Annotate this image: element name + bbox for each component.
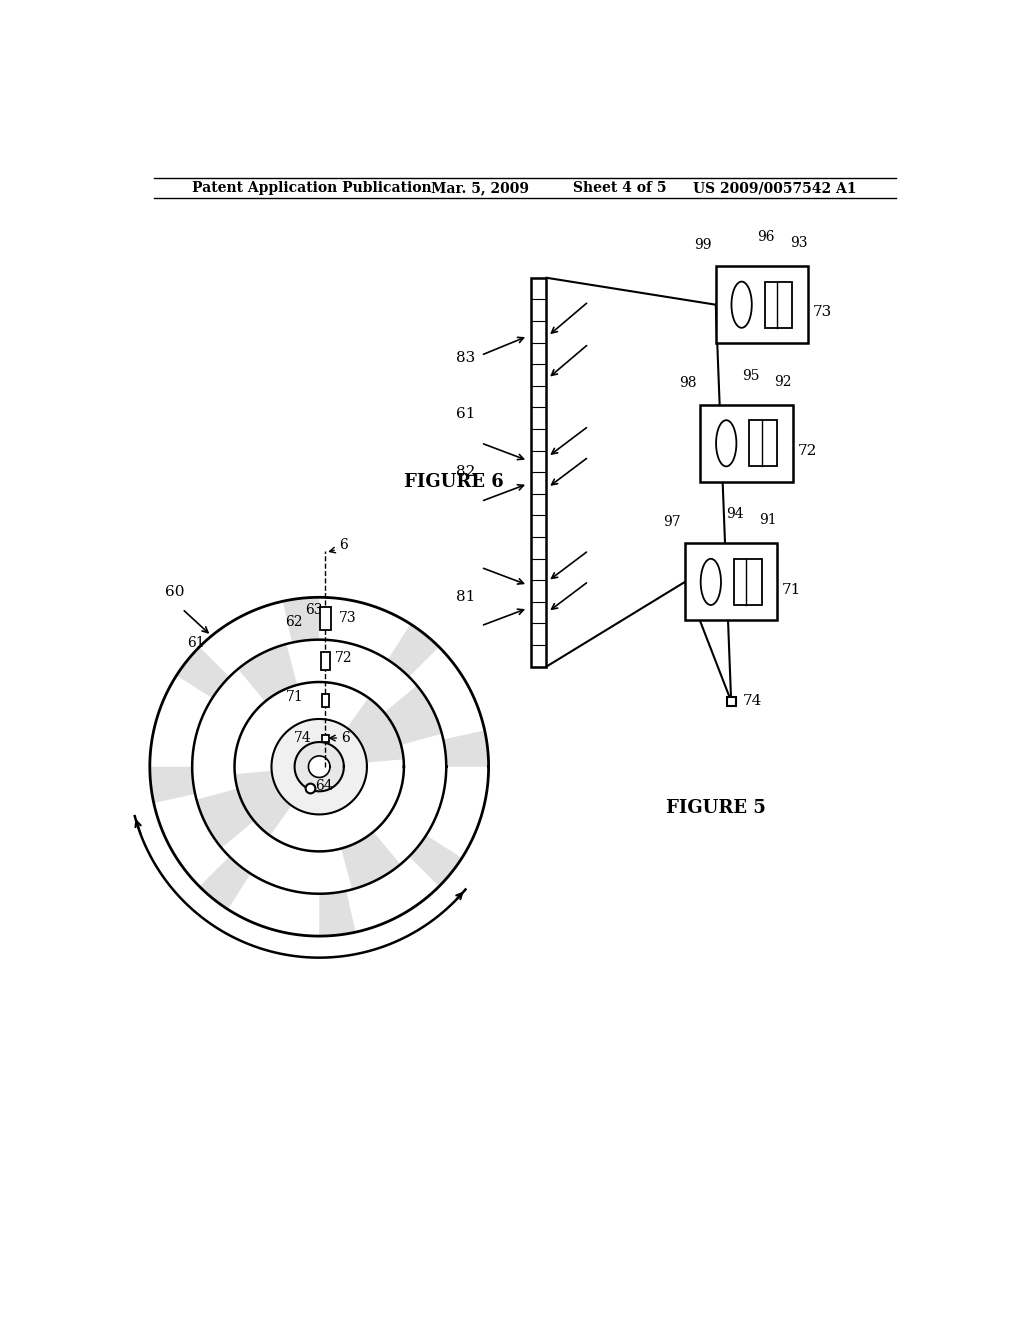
Wedge shape	[409, 836, 462, 887]
Wedge shape	[342, 599, 384, 649]
Text: 71: 71	[286, 690, 304, 705]
Bar	[531, 544, 546, 558]
Text: 73: 73	[813, 305, 833, 319]
Bar	[319, 607, 331, 630]
Bar	[700, 405, 793, 482]
Bar	[322, 735, 329, 742]
Wedge shape	[197, 788, 254, 847]
Ellipse shape	[731, 281, 752, 327]
Wedge shape	[234, 771, 292, 836]
Text: 91: 91	[759, 513, 776, 527]
Circle shape	[295, 742, 344, 792]
Wedge shape	[150, 767, 196, 803]
Wedge shape	[436, 789, 486, 832]
Text: 6: 6	[339, 537, 348, 552]
Wedge shape	[392, 775, 445, 830]
Wedge shape	[341, 832, 400, 890]
Wedge shape	[319, 891, 355, 936]
Wedge shape	[163, 816, 215, 863]
Text: 94: 94	[727, 507, 744, 521]
Wedge shape	[388, 624, 439, 677]
Ellipse shape	[716, 420, 736, 466]
Wedge shape	[443, 730, 488, 767]
Text: 74: 74	[294, 731, 311, 744]
Text: 61: 61	[456, 407, 475, 421]
Wedge shape	[424, 669, 476, 718]
Circle shape	[271, 719, 367, 814]
Bar	[531, 630, 546, 644]
Wedge shape	[283, 598, 319, 643]
Bar	[716, 267, 808, 343]
Text: 62: 62	[285, 615, 302, 628]
Text: 71: 71	[782, 582, 802, 597]
Wedge shape	[176, 647, 229, 698]
Text: 63: 63	[305, 603, 323, 618]
Text: 95: 95	[742, 368, 760, 383]
Text: 92: 92	[774, 375, 792, 388]
Text: 96: 96	[758, 230, 775, 244]
Circle shape	[308, 756, 330, 777]
Wedge shape	[384, 685, 442, 744]
Text: Sheet 4 of 5: Sheet 4 of 5	[573, 181, 667, 195]
Text: Patent Application Publication: Patent Application Publication	[193, 181, 432, 195]
Text: Mar. 5, 2009: Mar. 5, 2009	[431, 181, 528, 195]
Text: 64: 64	[315, 779, 333, 793]
Ellipse shape	[700, 558, 721, 605]
Bar	[531, 436, 546, 450]
Text: 6: 6	[341, 731, 349, 744]
Bar	[531, 479, 546, 494]
Text: 98: 98	[679, 376, 696, 391]
Bar	[765, 281, 793, 327]
Bar	[734, 558, 762, 605]
Bar	[727, 697, 736, 706]
Wedge shape	[238, 644, 297, 701]
Text: 60: 60	[165, 585, 184, 599]
Text: 72: 72	[798, 444, 817, 458]
Wedge shape	[222, 610, 270, 663]
Bar	[531, 285, 546, 298]
Text: 72: 72	[335, 651, 352, 665]
Wedge shape	[193, 704, 246, 759]
Text: 93: 93	[790, 236, 807, 249]
Text: US 2009/0057542 A1: US 2009/0057542 A1	[692, 181, 856, 195]
Text: FIGURE 6: FIGURE 6	[404, 473, 504, 491]
Text: 74: 74	[742, 694, 762, 709]
Bar	[531, 327, 546, 342]
Wedge shape	[256, 840, 311, 894]
Wedge shape	[368, 871, 416, 923]
Wedge shape	[250, 682, 315, 739]
Text: 97: 97	[664, 515, 681, 529]
Bar	[750, 420, 777, 466]
Bar	[531, 277, 547, 667]
Text: 99: 99	[694, 238, 712, 252]
Wedge shape	[324, 795, 388, 851]
Text: 83: 83	[457, 351, 475, 364]
Text: 82: 82	[456, 465, 475, 479]
Wedge shape	[254, 884, 297, 933]
Text: 81: 81	[456, 590, 475, 603]
Bar	[321, 652, 330, 671]
Bar	[322, 693, 330, 708]
Bar	[531, 652, 546, 667]
Wedge shape	[327, 640, 383, 693]
Text: 73: 73	[339, 611, 356, 626]
Bar	[685, 544, 777, 620]
Wedge shape	[347, 698, 403, 763]
Bar	[531, 371, 546, 385]
Wedge shape	[200, 857, 251, 909]
Bar	[531, 587, 546, 602]
Wedge shape	[153, 702, 202, 744]
Text: FIGURE 5: FIGURE 5	[666, 799, 766, 817]
Text: 61: 61	[187, 636, 205, 651]
